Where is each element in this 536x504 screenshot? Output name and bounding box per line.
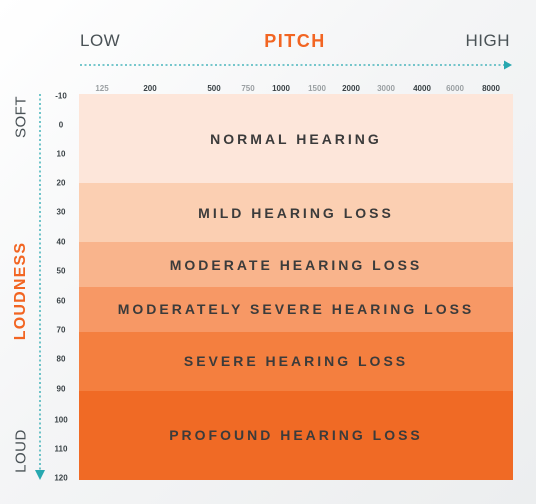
frequency-tick: 3000 xyxy=(377,84,395,93)
loudness-soft-label: SOFT xyxy=(6,96,36,138)
decibel-tick: 100 xyxy=(54,415,68,425)
hearing-band-label: PROFOUND HEARING LOSS xyxy=(169,427,423,444)
frequency-tick: 125 xyxy=(95,84,109,93)
decibel-tick: 20 xyxy=(56,178,66,188)
decibel-tick: 30 xyxy=(56,207,66,217)
decibel-tick: 50 xyxy=(56,266,66,276)
pitch-high-label: HIGH xyxy=(465,31,510,50)
pitch-title: PITCH xyxy=(264,31,326,51)
loudness-title: LOUDNESS xyxy=(6,236,36,346)
pitch-axis-arrow xyxy=(80,60,512,70)
loudness-axis-arrow xyxy=(35,94,45,480)
frequency-tick: 4000 xyxy=(413,84,431,93)
decibel-tick: 10 xyxy=(56,149,66,159)
frequency-tick: 750 xyxy=(241,84,255,93)
hearing-band: NORMAL HEARING xyxy=(79,94,513,184)
frequency-tick: 8000 xyxy=(482,84,500,93)
hearing-band: MODERATE HEARING LOSS xyxy=(79,242,513,287)
frequency-tick: 1500 xyxy=(308,84,326,93)
hearing-band: MILD HEARING LOSS xyxy=(79,183,513,243)
decibel-tick: -10 xyxy=(55,91,67,101)
loud-text: LOUD xyxy=(12,429,30,473)
hearing-band: SEVERE HEARING LOSS xyxy=(79,331,513,391)
decibel-tick: 0 xyxy=(58,120,64,130)
frequency-tick: 1000 xyxy=(272,84,290,93)
pitch-low-label: LOW xyxy=(80,31,121,50)
frequency-tick: 200 xyxy=(143,84,157,93)
decibel-tick: 60 xyxy=(56,296,66,306)
soft-text: SOFT xyxy=(12,96,30,138)
decibel-tick: 110 xyxy=(54,444,68,454)
hearing-band-label: MODERATELY SEVERE HEARING LOSS xyxy=(117,301,475,318)
decibel-tick: 80 xyxy=(56,354,66,364)
decibel-tick: 40 xyxy=(56,237,66,247)
hearing-band-label: NORMAL HEARING xyxy=(210,130,382,147)
loudness-loud-label: LOUD xyxy=(6,424,36,478)
decibel-tick: 70 xyxy=(56,325,66,335)
loudness-title-text: LOUDNESS xyxy=(12,241,29,341)
hearing-band-label: MODERATE HEARING LOSS xyxy=(169,256,423,273)
frequency-tick: 2000 xyxy=(342,84,360,93)
frequency-tick: 6000 xyxy=(446,84,464,93)
decibel-tick: 120 xyxy=(54,473,68,483)
decibel-tick: 90 xyxy=(56,384,66,394)
hearing-band: PROFOUND HEARING LOSS xyxy=(79,390,513,480)
hearing-loss-chart: NORMAL HEARING MILD HEARING LOSS MODERATE … xyxy=(79,94,513,480)
hearing-band: MODERATELY SEVERE HEARING LOSS xyxy=(79,287,513,332)
frequency-tick: 500 xyxy=(207,84,221,93)
hearing-band-label: SEVERE HEARING LOSS xyxy=(183,353,409,370)
hearing-band-label: MILD HEARING LOSS xyxy=(198,204,394,221)
